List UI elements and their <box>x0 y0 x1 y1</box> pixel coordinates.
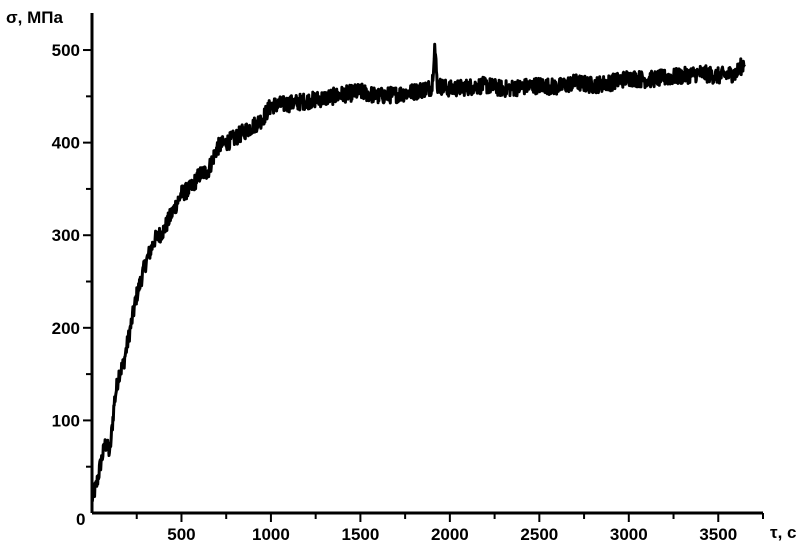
origin-label: 0 <box>76 510 85 529</box>
y-axis-title: σ, МПа <box>6 8 63 27</box>
x-tick-label: 2000 <box>431 525 469 544</box>
x-tick-label: 1500 <box>341 525 379 544</box>
x-axis-title: τ, с <box>770 523 797 542</box>
x-tick-label: 3000 <box>610 525 648 544</box>
y-ticks: 100 200 300 400 500 <box>52 41 92 468</box>
y-tick-label: 100 <box>52 411 80 430</box>
y-tick-label: 300 <box>52 226 80 245</box>
series-layer <box>90 42 747 503</box>
x-tick-label: 1000 <box>252 525 290 544</box>
x-tick-label: 500 <box>167 525 195 544</box>
y-tick-label: 200 <box>52 319 80 338</box>
y-tick-label: 400 <box>52 134 80 153</box>
series-line <box>90 42 747 503</box>
x-tick-label: 2500 <box>520 525 558 544</box>
x-ticks: 500 1000 1500 2000 2500 3000 3500 <box>135 513 764 544</box>
x-tick-label: 3500 <box>699 525 737 544</box>
y-tick-label: 500 <box>52 41 80 60</box>
